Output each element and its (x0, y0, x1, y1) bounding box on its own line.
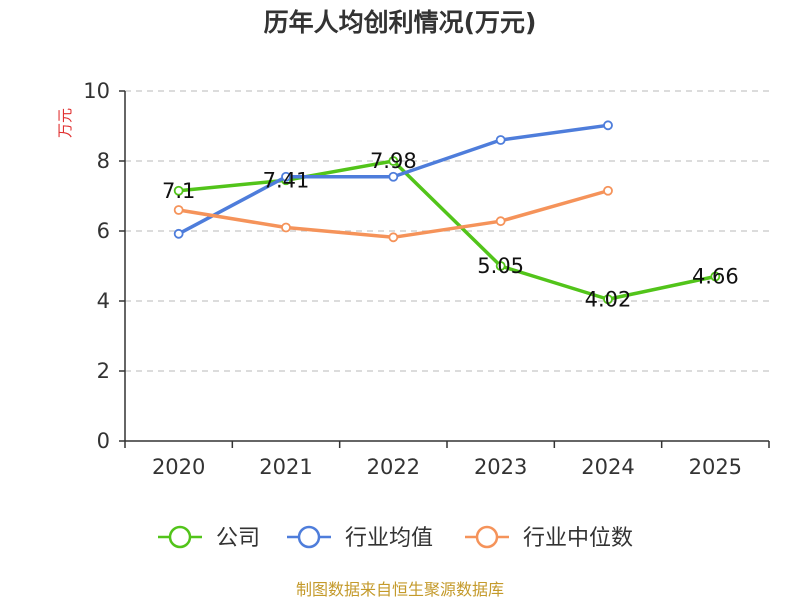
data-point[interactable] (495, 135, 506, 145)
series-line-0 (176, 159, 718, 301)
data-point[interactable] (603, 120, 613, 131)
x-tick-label: 2021 (259, 455, 312, 479)
data-label: 5.05 (477, 254, 524, 278)
legend-marker (168, 525, 192, 549)
data-label: 7.41 (263, 168, 310, 192)
legend-label[interactable]: 行业均值 (345, 526, 433, 551)
data-label: 4.02 (585, 287, 632, 311)
x-tick-label: 2024 (581, 455, 634, 479)
y-tick-label: 0 (97, 429, 110, 453)
data-point[interactable] (603, 185, 613, 196)
data-point[interactable] (388, 171, 399, 182)
data-point[interactable] (281, 171, 291, 182)
data-point[interactable] (495, 216, 506, 227)
x-tick-label: 2022 (367, 455, 420, 479)
data-point[interactable] (173, 205, 184, 215)
data-point[interactable] (495, 261, 506, 271)
y-tick-label: 4 (97, 289, 110, 313)
data-point[interactable] (281, 222, 291, 233)
legend-marker (475, 525, 499, 549)
y-tick-label: 10 (83, 79, 110, 103)
x-tick-label: 2025 (689, 455, 742, 479)
x-tick-label: 2020 (152, 455, 205, 479)
data-label: 7.98 (370, 149, 417, 173)
data-point[interactable] (173, 228, 184, 239)
chart-title: 历年人均创利情况(万元) (264, 8, 537, 37)
y-tick-label: 2 (97, 359, 110, 383)
y-tick-label: 8 (97, 149, 110, 173)
data-labels: 7.1 7.41 7.98 5.05 4.02 4.66 (162, 149, 739, 311)
data-point[interactable] (388, 232, 399, 243)
x-tick-label: 2023 (474, 455, 527, 479)
data-label: 4.66 (692, 265, 739, 289)
legend-label[interactable]: 公司 (216, 526, 260, 551)
data-point[interactable] (173, 185, 184, 196)
data-point[interactable] (710, 271, 721, 282)
y-tick-label: 6 (97, 219, 110, 243)
legend-marker (297, 525, 321, 549)
data-label: 7.1 (162, 179, 195, 203)
series-lines (173, 120, 721, 305)
source-note: 制图数据来自恒生聚源数据库 (296, 580, 504, 599)
legend[interactable]: 公司 行业均值 行业中位数 (158, 525, 633, 551)
data-point[interactable] (603, 294, 613, 305)
data-point[interactable] (388, 156, 399, 166)
axes: 0 2 4 6 8 10 2020 2021 2022 2023 2024 2025 (83, 79, 770, 479)
y-axis-label: 万元 (56, 108, 74, 138)
legend-label[interactable]: 行业中位数 (523, 526, 633, 551)
